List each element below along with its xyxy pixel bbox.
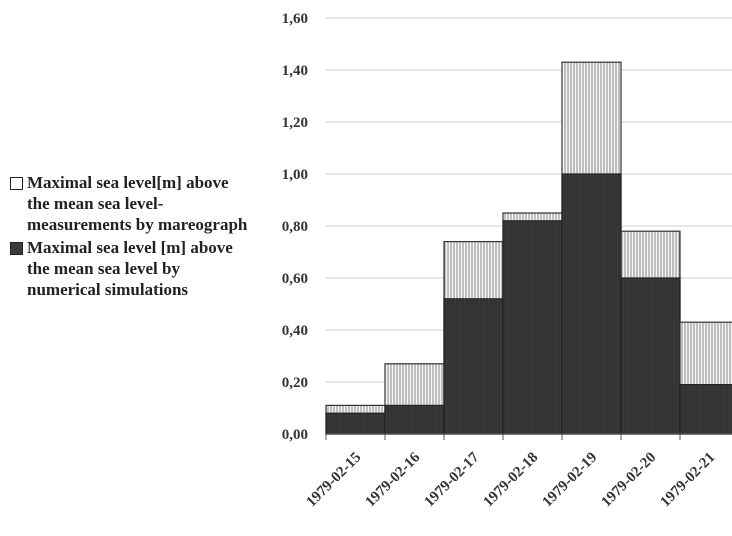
legend-label-measurements: Maximal sea level[m] above the mean sea …: [27, 173, 248, 234]
legend-label-simulations: Maximal sea level [m] above the mean sea…: [27, 238, 233, 299]
y-tick-label: 0,40: [282, 323, 308, 339]
x-tick-label: 1979-02-21: [658, 450, 719, 511]
y-tick-label: 1,60: [282, 11, 308, 27]
y-tick-label: 0,00: [282, 427, 308, 443]
y-axis-ticks: 0,00 0,20 0,40 0,60 0,80 1,00 1,20 1,40 1,60: [282, 11, 308, 443]
y-tick-label: 0,20: [282, 375, 308, 391]
y-tick-label: 0,80: [282, 219, 308, 235]
x-axis: [325, 433, 732, 440]
bar-simulation: [325, 412, 386, 435]
bar-simulation: [620, 277, 681, 435]
bar-simulation: [384, 404, 445, 435]
legend-swatch-measurements: [10, 177, 23, 190]
bar-simulation: [679, 384, 732, 435]
x-tick-label: 1979-02-18: [481, 450, 542, 511]
bar-simulation: [502, 220, 563, 435]
legend-item-measurements: Maximal sea level[m] above the mean sea …: [10, 172, 260, 235]
y-tick-label: 1,00: [282, 167, 308, 183]
bars: [325, 61, 732, 435]
x-tick-label: 1979-02-17: [422, 449, 483, 510]
x-tick-label: 1979-02-15: [304, 450, 365, 511]
x-tick-label: 1979-02-16: [363, 449, 424, 510]
y-tick-label: 1,40: [282, 63, 308, 79]
legend-item-simulations: Maximal sea level [m] above the mean sea…: [10, 237, 260, 300]
x-tick-label: 1979-02-19: [540, 450, 601, 511]
x-axis-labels: 1979-02-151979-02-161979-02-171979-02-18…: [304, 449, 719, 510]
y-tick-label: 1,20: [282, 115, 308, 131]
y-tick-label: 0,60: [282, 271, 308, 287]
legend-swatch-simulations: [10, 242, 23, 255]
legend: Maximal sea level[m] above the mean sea …: [10, 172, 260, 302]
x-tick-label: 1979-02-20: [599, 450, 660, 511]
bar-simulation: [561, 173, 622, 435]
bar-simulation: [443, 298, 504, 435]
